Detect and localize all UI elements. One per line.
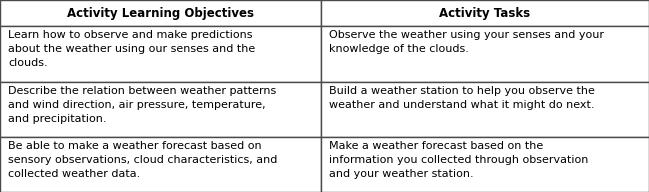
Text: Activity Tasks: Activity Tasks xyxy=(439,7,530,20)
Text: Describe the relation between weather patterns
and wind direction, air pressure,: Describe the relation between weather pa… xyxy=(8,85,276,123)
Text: Observe the weather using your senses and your
knowledge of the clouds.: Observe the weather using your senses an… xyxy=(329,30,604,54)
Text: Make a weather forecast based on the
information you collected through observati: Make a weather forecast based on the inf… xyxy=(329,141,589,179)
Text: Build a weather station to help you observe the
weather and understand what it m: Build a weather station to help you obse… xyxy=(329,85,595,109)
Text: Activity Learning Objectives: Activity Learning Objectives xyxy=(67,7,254,20)
Text: Learn how to observe and make predictions
about the weather using our senses and: Learn how to observe and make prediction… xyxy=(8,30,255,68)
Text: Be able to make a weather forecast based on
sensory observations, cloud characte: Be able to make a weather forecast based… xyxy=(8,141,277,179)
